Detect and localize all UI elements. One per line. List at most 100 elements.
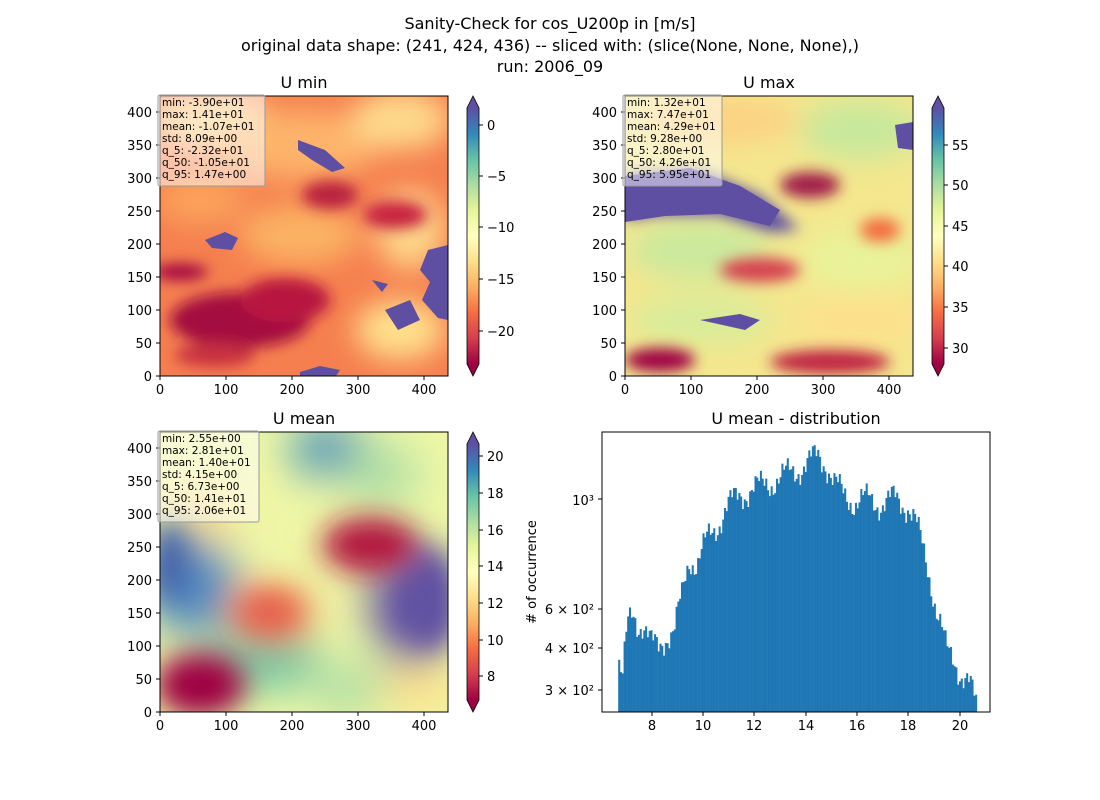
x-tick-label: 200 [280, 383, 305, 398]
histogram-bar [845, 501, 849, 712]
histogram-bar [682, 581, 685, 712]
histogram-bar [686, 565, 689, 712]
histogram-bar [903, 512, 906, 712]
y-axis: 0 50 100 150 200 250 300 350 400 [127, 106, 160, 385]
colorbar: 0 −5 −10 −15 −20 [466, 95, 514, 377]
y-tick-label: 3 × 10² [545, 684, 594, 699]
histogram-bar [704, 537, 707, 712]
y-tick-label: 400 [127, 106, 152, 121]
histogram-bar [939, 613, 942, 712]
histogram-bar [697, 558, 700, 712]
histogram-bar [802, 466, 805, 712]
histogram-bar [718, 526, 721, 712]
histogram-bar [716, 535, 719, 712]
x-axis: 8 10 12 14 16 18 20 [648, 712, 968, 734]
stat-q5: q_5: -2.32e+01 [162, 145, 243, 157]
colorbar-tick-label: 35 [952, 301, 969, 316]
colorbar-tick-label: 14 [487, 560, 504, 575]
histogram-bar [844, 488, 847, 712]
histogram-bar [650, 630, 653, 712]
histogram-bar [770, 486, 773, 712]
histogram-bar [786, 458, 789, 712]
histogram-bar [772, 494, 775, 712]
y-tick-label: 100 [127, 640, 152, 655]
histogram-bar [849, 502, 852, 712]
histogram-bar [663, 655, 666, 712]
histogram-bar [915, 522, 918, 712]
histogram-bar [941, 627, 944, 712]
y-tick-label: 50 [135, 673, 152, 688]
histogram-bar [688, 569, 691, 712]
figure-title-line-1: Sanity-Check for cos_U200p in [m/s] [404, 14, 695, 34]
histogram-bar [962, 688, 965, 712]
stat-mean: mean: 1.40e+01 [162, 457, 251, 469]
y-tick-label: 50 [600, 337, 617, 352]
histogram-bar [919, 530, 922, 712]
x-tick-label: 100 [214, 383, 239, 398]
histogram-bar [933, 603, 936, 712]
histogram-bar [679, 598, 682, 712]
histogram-bar [932, 606, 935, 712]
y-tick-label: 4 × 10² [545, 642, 594, 657]
stat-q50: q_50: -1.05e+01 [162, 157, 250, 169]
histogram-bar [949, 647, 953, 712]
histogram-bar [618, 659, 621, 712]
histogram-bar [896, 492, 899, 712]
histogram-bar [960, 678, 963, 712]
histogram-bar [926, 577, 929, 712]
stats-box: min: 1.32e+01 max: 7.47e+01 mean: 4.29e+… [622, 94, 723, 187]
stat-q95: q_95: 2.06e+01 [162, 505, 246, 517]
histogram-bar [928, 577, 931, 712]
histogram-bar [937, 620, 940, 712]
histogram-bar [765, 478, 768, 712]
histogram-bar [908, 514, 911, 712]
histogram-bar [842, 493, 845, 712]
y-tick-label: 150 [592, 271, 617, 286]
histogram-bar [636, 636, 639, 712]
histogram-bar [874, 510, 877, 712]
y-tick-label: 6 × 10² [545, 603, 594, 618]
x-tick-label: 100 [679, 383, 704, 398]
histogram-bar [779, 477, 782, 712]
histogram-bar [684, 580, 687, 712]
histogram-bar [806, 458, 809, 712]
histogram-bar [756, 477, 759, 712]
histogram-bar [776, 478, 779, 712]
colorbar: 55 50 45 40 35 30 [931, 95, 969, 377]
colorbar-tick-label: 40 [952, 260, 969, 275]
histogram-bar [887, 490, 890, 712]
colorbar-tick-label: 45 [952, 220, 969, 235]
histogram-bar [758, 481, 761, 712]
histogram-bar [767, 490, 770, 712]
x-tick-label: 400 [412, 719, 437, 734]
stats-box: min: 2.55e+00 max: 2.81e+01 mean: 1.40e+… [157, 430, 260, 523]
y-tick-label: 150 [127, 607, 152, 622]
histogram-bar [910, 520, 913, 712]
histogram-bar [655, 637, 658, 712]
colorbar-tick-label: 20 [487, 450, 504, 465]
y-tick-label: 300 [127, 172, 152, 187]
y-tick-label: 250 [127, 541, 152, 556]
stat-q50: q_50: 4.26e+01 [627, 157, 711, 169]
x-axis: 0 100 200 300 400 [621, 376, 901, 398]
histogram-bar [727, 496, 730, 712]
histogram-bar [661, 645, 664, 712]
histogram-bar [835, 476, 838, 712]
stat-max: max: 2.81e+01 [162, 445, 244, 457]
histogram-bar [713, 528, 716, 712]
histogram-bar [862, 495, 865, 712]
histogram-bar [872, 510, 875, 712]
histogram-bar [749, 491, 752, 712]
panel-u-min: U min [127, 73, 514, 398]
x-tick-label: 400 [412, 383, 437, 398]
histogram-bar [743, 499, 746, 712]
stat-std: std: 8.09e+00 [162, 133, 237, 145]
x-tick-label: 0 [621, 383, 629, 398]
colorbar-tick-label: 50 [952, 179, 969, 194]
histogram-bar [734, 487, 737, 712]
y-tick-label: 100 [592, 304, 617, 319]
histogram-bar [808, 450, 811, 712]
histogram-bar [838, 474, 841, 712]
histogram-bar [752, 491, 755, 712]
histogram-bar [724, 507, 727, 712]
